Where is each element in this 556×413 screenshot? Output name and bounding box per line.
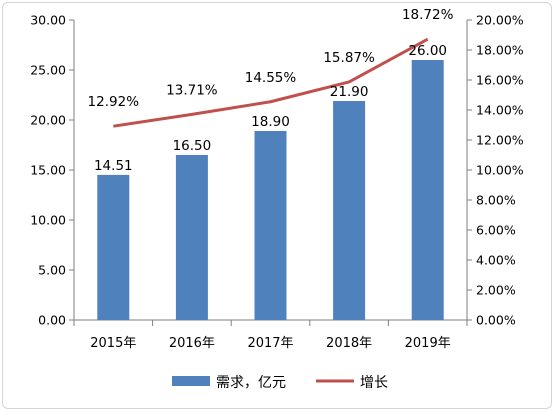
bar-value-label: 16.50 [173,138,212,154]
legend-bar-swatch [172,376,210,386]
bar [175,155,208,320]
axes-group: 0.00 5.00 10.00 15.00 20.00 25.00 30.00 0.00% 2.… [30,13,524,352]
y-right-tick-label: 18.00% [476,43,524,58]
y-right-tick-label: 6.00% [476,223,516,238]
x-category-label: 2016年 [169,336,215,351]
y-right-tick-label: 2.00% [476,283,516,298]
y-left-tick-label: 30.00 [30,13,66,28]
x-category-label: 2019年 [405,336,451,351]
bar [254,131,287,320]
bar-value-label: 18.90 [251,114,290,130]
legend: 需求，亿元 增长 [172,375,388,391]
y-left-tick-label: 10.00 [30,213,66,228]
bar [411,60,444,320]
bar [97,174,130,320]
y-right-tick-label: 4.00% [476,253,516,268]
bar-value-label: 26.00 [408,43,447,59]
x-category-label: 2018年 [326,336,372,351]
bars-group [97,60,444,320]
data-labels-group: 14.51 16.50 18.90 21.90 26.00 12.92% 13.71% 14.… [88,7,454,174]
x-category-label: 2017年 [247,336,293,351]
bar-value-label: 21.90 [330,84,369,100]
legend-bar-label: 需求，亿元 [216,375,286,391]
legend-line-label: 增长 [360,375,388,391]
line-value-label: 13.71% [166,82,218,98]
y-right-tick-label: 8.00% [476,193,516,208]
y-left-tick-label: 25.00 [30,63,66,78]
bar [333,101,366,320]
y-right-tick-label: 10.00% [476,163,524,178]
y-right-tick-label: 14.00% [476,103,524,118]
y-right-tick-label: 0.00% [476,313,516,328]
line-value-label: 12.92% [88,94,140,110]
line-value-label: 18.72% [402,7,454,23]
y-right-tick-label: 20.00% [476,13,524,28]
y-left-tick-label: 15.00 [30,163,66,178]
y-right-tick-label: 16.00% [476,73,524,88]
y-left-tick-label: 20.00 [30,113,66,128]
bar-value-label: 14.51 [94,158,133,174]
x-category-label: 2015年 [90,336,136,351]
line-group [113,37,429,128]
line-value-label: 15.87% [323,50,375,66]
y-right-tick-label: 12.00% [476,133,524,148]
line-value-label: 14.55% [245,70,297,86]
y-left-tick-label: 0.00 [38,313,66,328]
y-left-tick-label: 5.00 [38,263,66,278]
growth-line [113,37,429,128]
